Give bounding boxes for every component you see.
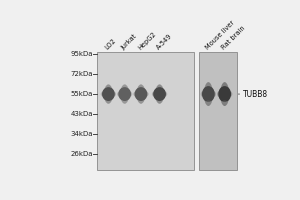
Ellipse shape	[220, 82, 229, 106]
Text: 95kDa: 95kDa	[71, 51, 93, 57]
Text: 43kDa: 43kDa	[71, 111, 93, 117]
Text: Mouse liver: Mouse liver	[204, 20, 235, 51]
Text: HepG2: HepG2	[137, 31, 157, 51]
Ellipse shape	[120, 84, 129, 104]
Ellipse shape	[201, 89, 216, 99]
Ellipse shape	[135, 87, 147, 101]
Ellipse shape	[205, 101, 212, 105]
FancyBboxPatch shape	[199, 52, 238, 170]
Text: Rat brain: Rat brain	[220, 25, 246, 51]
Ellipse shape	[153, 87, 166, 101]
Ellipse shape	[204, 82, 213, 106]
Ellipse shape	[155, 84, 164, 104]
Text: 34kDa: 34kDa	[71, 131, 93, 137]
Ellipse shape	[102, 87, 115, 101]
Ellipse shape	[104, 84, 113, 104]
Text: Jurkat: Jurkat	[120, 33, 138, 51]
Text: 26kDa: 26kDa	[71, 151, 93, 157]
Text: TUBB8: TUBB8	[243, 90, 268, 99]
Ellipse shape	[101, 90, 116, 98]
Ellipse shape	[202, 86, 215, 102]
Text: LO2: LO2	[104, 38, 118, 51]
FancyBboxPatch shape	[97, 52, 194, 170]
Ellipse shape	[117, 90, 132, 98]
Ellipse shape	[217, 89, 232, 99]
Ellipse shape	[218, 86, 231, 102]
Text: 55kDa: 55kDa	[71, 91, 93, 97]
Text: 72kDa: 72kDa	[71, 71, 93, 77]
Text: A-549: A-549	[155, 33, 173, 51]
Ellipse shape	[118, 87, 131, 101]
Ellipse shape	[136, 84, 146, 104]
Ellipse shape	[133, 90, 148, 98]
Ellipse shape	[152, 90, 167, 98]
Ellipse shape	[221, 101, 228, 105]
